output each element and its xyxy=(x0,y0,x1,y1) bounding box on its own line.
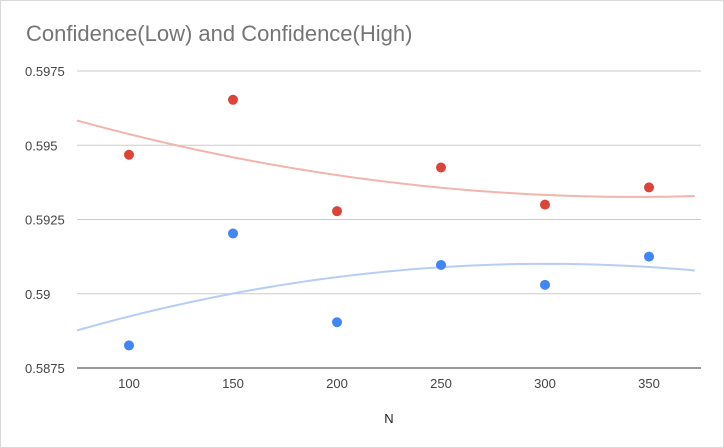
y-tick-label: 0.59 xyxy=(25,287,50,302)
data-point-series-1[interactable] xyxy=(436,162,446,173)
x-tick-label: 150 xyxy=(222,376,244,391)
axes: 0.5875 0.59 0.5925 0.595 0.5975 100 150 200 250 3… xyxy=(25,64,701,391)
data-point-series-1[interactable] xyxy=(124,149,134,160)
data-point-series-1[interactable] xyxy=(228,94,238,105)
data-point-series-1[interactable] xyxy=(332,206,342,217)
y-tick-label: 0.595 xyxy=(25,138,58,153)
x-tick-label: 200 xyxy=(326,376,348,391)
data-point-series-1[interactable] xyxy=(540,199,550,210)
y-tick-label: 0.5925 xyxy=(25,213,65,228)
x-axis-title: N xyxy=(384,411,393,426)
grid-lines xyxy=(77,70,701,295)
trendline-series-1 xyxy=(76,119,695,198)
chart-title: Confidence(Low) and Confidence(High) xyxy=(26,21,413,46)
data-point-series-2[interactable] xyxy=(540,279,550,290)
y-tick-label: 0.5975 xyxy=(25,64,65,79)
x-tick-label: 350 xyxy=(638,376,660,391)
data-point-series-2[interactable] xyxy=(332,317,342,328)
trendlines xyxy=(76,119,695,332)
data-point-series-2[interactable] xyxy=(644,251,654,262)
x-tick-label: 250 xyxy=(430,376,452,391)
data-point-series-2[interactable] xyxy=(228,228,238,239)
data-point-series-2[interactable] xyxy=(436,259,446,270)
data-point-series-1[interactable] xyxy=(644,182,654,193)
x-tick-label: 300 xyxy=(534,376,556,391)
x-tick-label: 100 xyxy=(118,376,140,391)
y-tick-label: 0.5875 xyxy=(25,361,65,376)
trendline-series-2 xyxy=(76,262,695,332)
data-point-series-2[interactable] xyxy=(124,340,134,351)
data-points xyxy=(124,94,654,351)
